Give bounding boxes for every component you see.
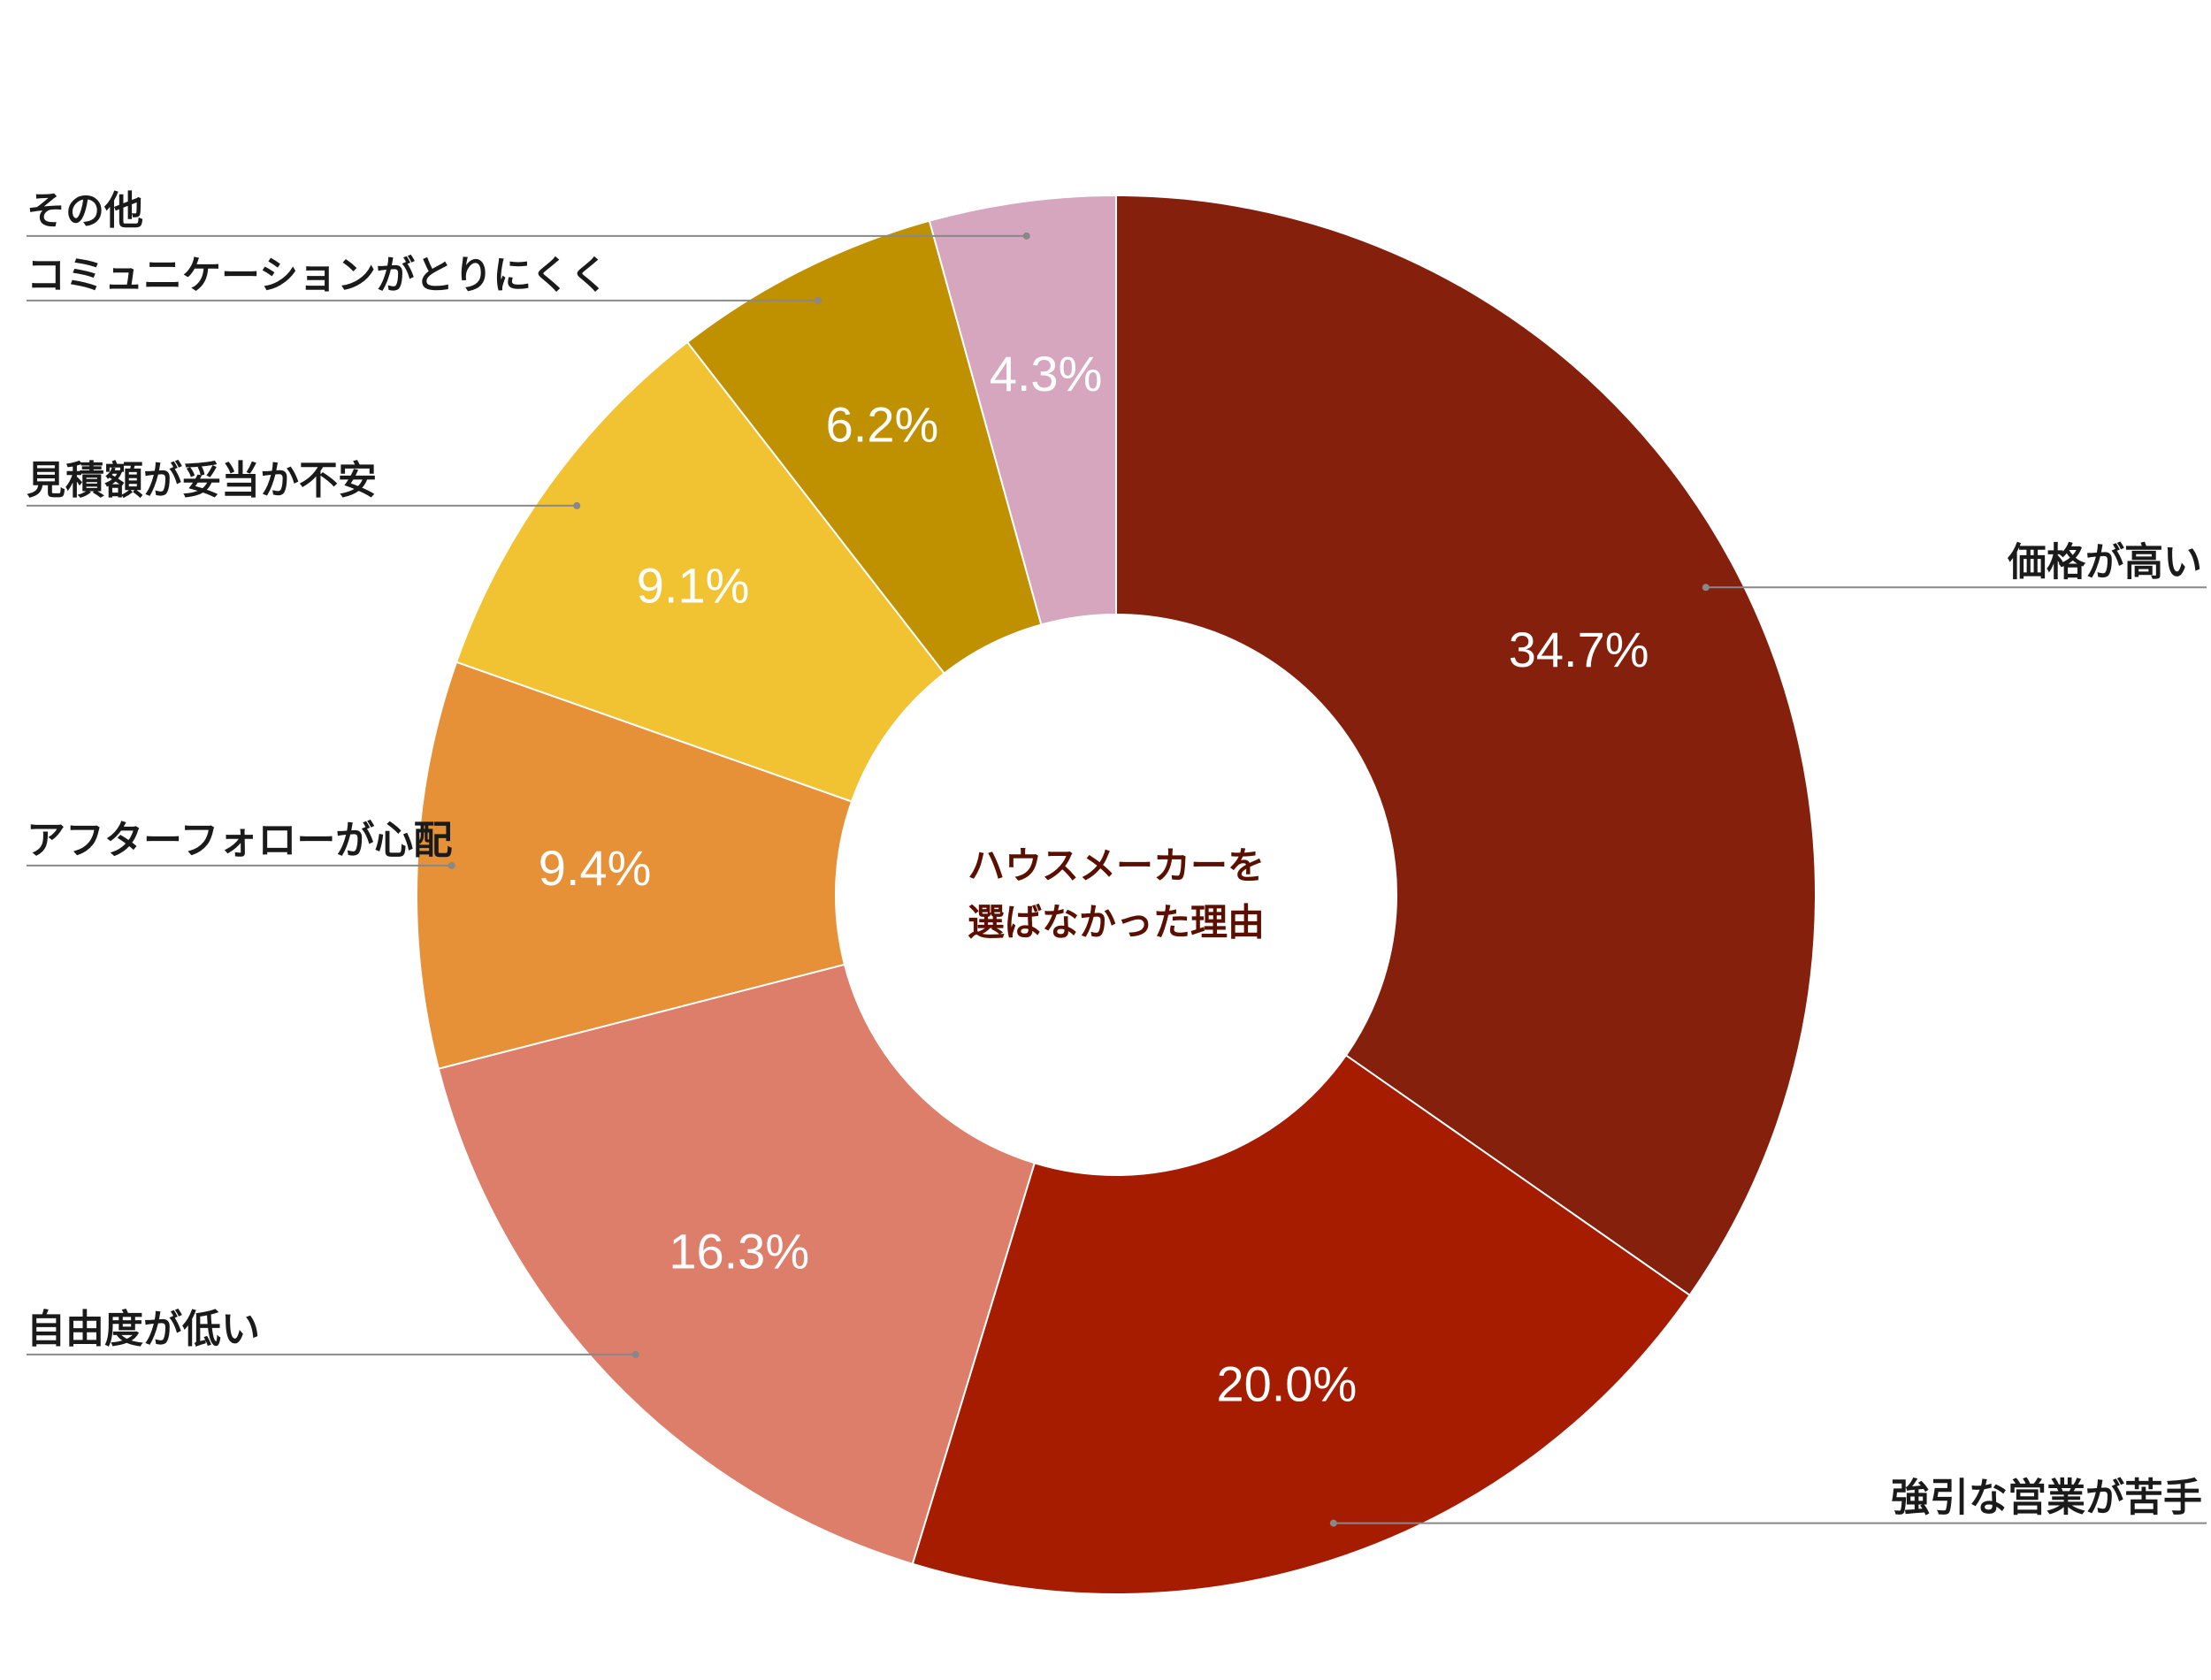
slice bbox=[911, 1054, 1691, 1595]
category-label: コミュニケーションがとりにくく bbox=[27, 253, 608, 298]
leader-dot bbox=[1022, 232, 1030, 240]
category-label: アフターフォローが心配 bbox=[27, 818, 452, 863]
category-label: 強引な営業が苦手 bbox=[1891, 1476, 2202, 1521]
leader-dot bbox=[1329, 1519, 1337, 1527]
value-label: 16.3% bbox=[669, 1224, 809, 1279]
leader-dot bbox=[448, 861, 455, 869]
category-label: 価格が高い bbox=[2007, 539, 2202, 584]
leader-dot bbox=[573, 501, 581, 509]
slice bbox=[1115, 194, 1817, 1297]
value-label: 20.0% bbox=[1216, 1355, 1357, 1411]
slice bbox=[437, 963, 1036, 1566]
value-label: 6.2% bbox=[826, 396, 939, 452]
slice bbox=[928, 194, 1117, 626]
value-label: 34.7% bbox=[1509, 622, 1649, 677]
center-label: 選ばなかった理由 bbox=[968, 901, 1265, 944]
center-label: ハウスメーカーを bbox=[968, 844, 1265, 888]
value-label: 9.1% bbox=[637, 558, 750, 614]
leader-dot bbox=[1702, 584, 1710, 592]
category-label: 見積額が妥当か不安 bbox=[27, 458, 377, 503]
category-label: その他 bbox=[27, 188, 143, 233]
value-label: 4.3% bbox=[990, 346, 1103, 401]
slice bbox=[455, 340, 946, 803]
value-label: 9.4% bbox=[539, 840, 652, 896]
leader-dot bbox=[814, 296, 822, 304]
category-label: 自由度が低い bbox=[27, 1307, 260, 1352]
leader-dot bbox=[631, 1350, 639, 1358]
